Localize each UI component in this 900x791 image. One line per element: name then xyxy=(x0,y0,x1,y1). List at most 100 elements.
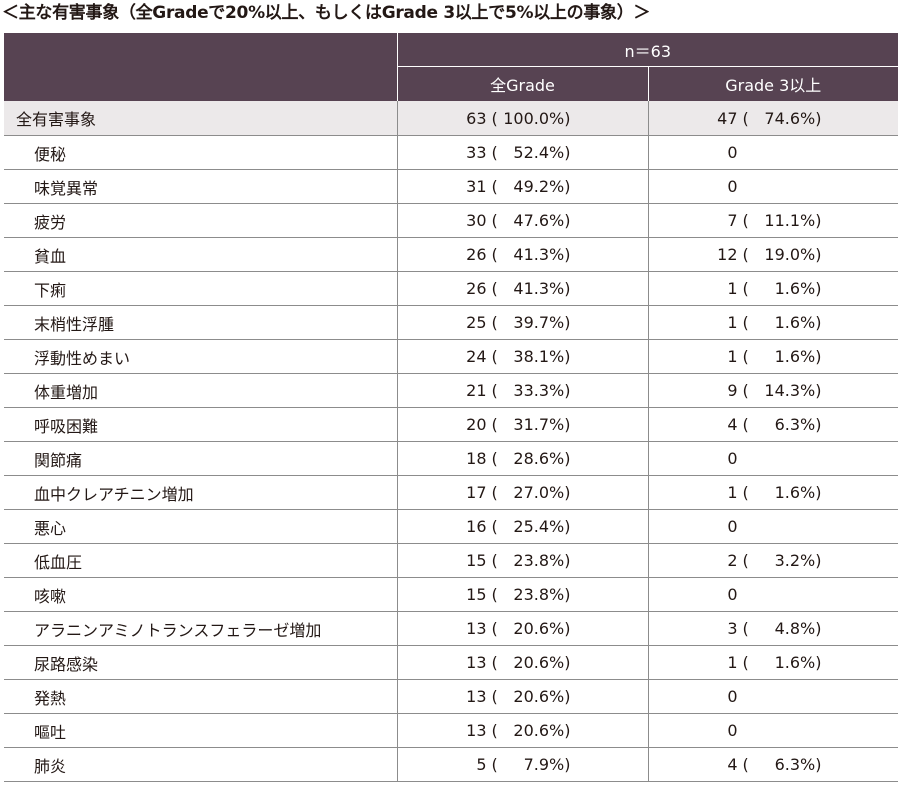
grade3-percent: 1.6%) xyxy=(738,347,822,366)
grade3-cell: 1219.0%) xyxy=(647,237,899,272)
table-row: 貧血2641.3%)1219.0%) xyxy=(4,237,899,272)
all-grade-percent: 20.6%) xyxy=(487,721,570,740)
all-grade-percent: 39.7%) xyxy=(487,313,570,332)
all-grade-percent: 100.0%) xyxy=(487,109,570,128)
all-grade-percent: 20.6%) xyxy=(487,653,570,672)
grade3-percent: 1.6%) xyxy=(738,279,822,298)
event-name: 貧血 xyxy=(4,237,397,272)
all-grade-cell: 2641.3%) xyxy=(396,271,648,306)
all-grade-percent: 31.7%) xyxy=(487,415,570,434)
event-name: 関節痛 xyxy=(4,441,397,476)
grade3-cell: 0 xyxy=(647,135,899,170)
event-name: 呼吸困難 xyxy=(4,407,397,442)
event-name: 嘔吐 xyxy=(4,713,397,748)
table-row: 嘔吐1320.6%) 0 xyxy=(4,713,899,748)
all-grade-count: 26 xyxy=(466,279,487,298)
grade3-count: 3 xyxy=(727,619,738,638)
header-all-grade: 全Grade xyxy=(396,66,648,101)
all-grade-cell: 57.9%) xyxy=(396,747,648,782)
event-name: 咳嗽 xyxy=(4,577,397,612)
all-grade-count: 25 xyxy=(466,313,487,332)
grade3-cell: 0 xyxy=(647,577,899,612)
grade3-count: 1 xyxy=(727,347,738,366)
grade3-cell: 11.6%) xyxy=(647,645,899,680)
grade3-cell: 711.1%) xyxy=(647,203,899,238)
event-name: 悪心 xyxy=(4,509,397,544)
table-row: 発熱1320.6%) 0 xyxy=(4,679,899,714)
all-grade-percent: 27.0%) xyxy=(487,483,570,502)
header-grade3: Grade 3以上 xyxy=(647,66,899,101)
all-grade-cell: 3047.6%) xyxy=(396,203,648,238)
all-grade-count: 17 xyxy=(466,483,487,502)
all-grade-cell: 1727.0%) xyxy=(396,475,648,510)
all-grade-cell: 2133.3%) xyxy=(396,373,648,408)
grade3-cell: 0 xyxy=(647,713,899,748)
grade3-cell: 34.8%) xyxy=(647,611,899,646)
event-name: 尿路感染 xyxy=(4,645,397,680)
grade3-count: 1 xyxy=(727,313,738,332)
grade3-cell: 23.2%) xyxy=(647,543,899,578)
grade3-percent: 1.6%) xyxy=(738,653,822,672)
grade3-percent: 1.6%) xyxy=(738,483,822,502)
event-name: 全有害事象 xyxy=(4,101,397,136)
event-name: 発熱 xyxy=(4,679,397,714)
event-name: 体重増加 xyxy=(4,373,397,408)
all-grade-percent: 7.9%) xyxy=(487,755,571,774)
all-grade-count: 30 xyxy=(466,211,487,230)
grade3-percent: 1.6%) xyxy=(738,313,822,332)
all-grade-count: 15 xyxy=(466,551,487,570)
all-grade-count: 20 xyxy=(466,415,487,434)
all-grade-count: 21 xyxy=(466,381,487,400)
table-row: 関節痛1828.6%)0 xyxy=(4,441,899,476)
table-title: ＜主な有害事象（全Gradeで20%以上、もしくはGrade 3以上で5%以上の… xyxy=(2,3,651,23)
table-row: 味覚異常3149.2%) 0 xyxy=(4,169,899,204)
event-name: 末梢性浮腫 xyxy=(4,305,397,340)
all-grade-cell: 2539.7%) xyxy=(396,305,648,340)
grade3-count: 4 xyxy=(727,755,738,774)
all-grade-percent: 20.6%) xyxy=(487,619,570,638)
all-grade-count: 13 xyxy=(466,687,487,706)
grade3-count: 9 xyxy=(727,381,738,400)
all-grade-cell: 63100.0%) xyxy=(396,101,648,136)
all-grade-percent: 47.6%) xyxy=(487,211,570,230)
grade3-count: 0 xyxy=(727,721,738,740)
all-grade-percent: 23.8%) xyxy=(487,585,570,604)
all-grade-cell: 1320.6%) xyxy=(396,679,648,714)
header-corner xyxy=(4,33,397,101)
all-grade-count: 63 xyxy=(466,108,487,128)
all-grade-count: 5 xyxy=(476,755,487,774)
grade3-count: 0 xyxy=(727,687,738,706)
all-grade-cell: 3149.2%) xyxy=(396,169,648,204)
grade3-count: 0 xyxy=(727,177,738,196)
event-name: 血中クレアチニン増加 xyxy=(4,475,397,510)
event-name: 味覚異常 xyxy=(4,169,397,204)
all-grade-cell: 1523.8%) xyxy=(396,577,648,612)
grade3-percent: 14.3%) xyxy=(738,381,821,400)
all-grade-count: 24 xyxy=(466,347,487,366)
all-grade-cell: 2031.7%) xyxy=(396,407,648,442)
grade3-percent: 11.1%) xyxy=(738,211,821,230)
all-grade-cell: 1320.6%) xyxy=(396,713,648,748)
table-row: 咳嗽1523.8%) 0 xyxy=(4,577,899,612)
grade3-percent: 6.3%) xyxy=(738,755,822,774)
table-body: 全有害事象63100.0%)4774.6%)便秘3352.4%)0味覚異常314… xyxy=(4,101,899,782)
grade3-count: 1 xyxy=(727,653,738,672)
table-row: 尿路感染1320.6%)11.6%) xyxy=(4,645,899,680)
all-grade-percent: 33.3%) xyxy=(487,381,570,400)
grade3-percent: 19.0%) xyxy=(738,245,821,264)
table-row: アラニンアミノトランスフェラーゼ増加1320.6%)34.8%) xyxy=(4,611,899,646)
grade3-count: 0 xyxy=(727,585,738,604)
grade3-percent: 4.8%) xyxy=(738,619,822,638)
grade3-cell: 0 xyxy=(647,441,899,476)
all-grade-cell: 1320.6%) xyxy=(396,645,648,680)
grade3-count: 0 xyxy=(727,449,738,468)
grade3-cell: 11.6%) xyxy=(647,475,899,510)
all-grade-percent: 52.4%) xyxy=(487,143,570,162)
table-row: 肺炎57.9%)46.3%) xyxy=(4,747,899,782)
all-grade-percent: 41.3%) xyxy=(487,245,570,264)
all-grade-percent: 49.2%) xyxy=(487,177,570,196)
grade3-count: 1 xyxy=(727,483,738,502)
grade3-cell: 46.3%) xyxy=(647,747,899,782)
all-grade-percent: 23.8%) xyxy=(487,551,570,570)
grade3-count: 2 xyxy=(727,551,738,570)
